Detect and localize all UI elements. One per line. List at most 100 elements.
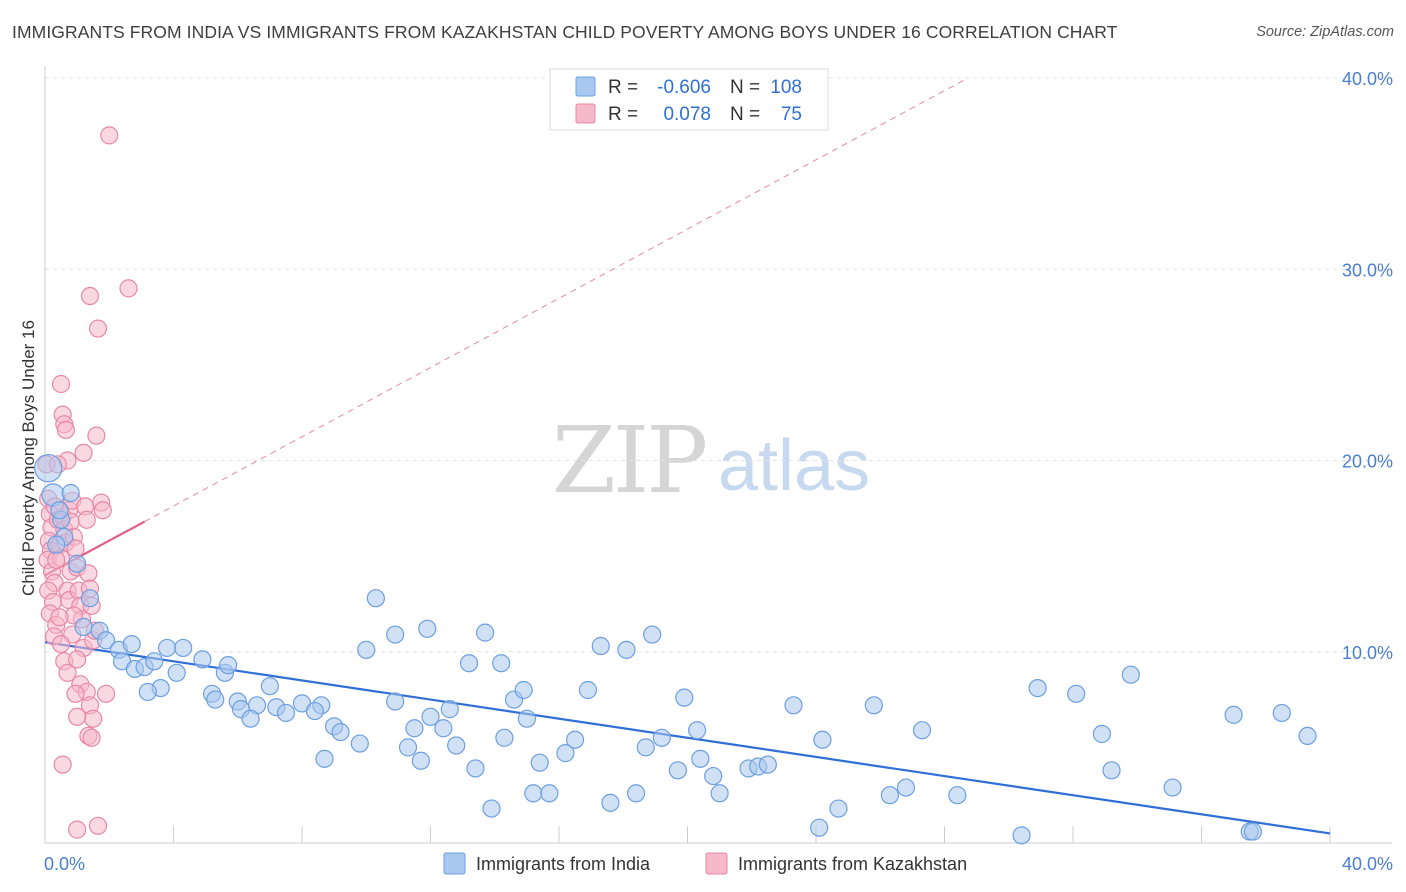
india-point-65 bbox=[540, 784, 559, 803]
india-point-68 bbox=[578, 680, 598, 700]
india-series-swatch bbox=[443, 852, 466, 875]
series-kazakhstan bbox=[37, 126, 138, 839]
india-point-95 bbox=[1028, 678, 1047, 698]
india-point-94 bbox=[1012, 826, 1031, 845]
india-point-46 bbox=[405, 719, 424, 738]
watermark-atlas: atlas bbox=[718, 426, 870, 506]
y-axis-title: Child Poverty Among Boys Under 16 bbox=[19, 320, 38, 596]
india-point-37 bbox=[305, 701, 324, 721]
india-point-6 bbox=[47, 535, 66, 554]
legend-n-value-kazakhstan: 75 bbox=[781, 104, 802, 125]
india-point-92 bbox=[912, 721, 932, 740]
india-point-73 bbox=[636, 738, 655, 757]
india-point-80 bbox=[710, 784, 729, 803]
legend-n-value-india: 108 bbox=[770, 77, 802, 98]
india-point-71 bbox=[617, 640, 636, 659]
gridlines bbox=[45, 77, 1392, 653]
kazakhstan-point-29 bbox=[56, 420, 75, 439]
india-point-0 bbox=[34, 453, 63, 483]
india-point-43 bbox=[366, 589, 385, 608]
india-point-54 bbox=[466, 759, 485, 778]
kazakhstan-series-swatch bbox=[705, 852, 728, 875]
kazakhstan-point-66 bbox=[68, 707, 87, 726]
chart-title: IMMIGRANTS FROM INDIA VS IMMIGRANTS FROM… bbox=[12, 22, 1118, 42]
kazakhstan-point-62 bbox=[80, 286, 100, 306]
india-point-100 bbox=[1163, 778, 1182, 797]
legend-r-value-india: -0.606 bbox=[657, 77, 711, 98]
kazakhstan-point-58 bbox=[93, 501, 112, 520]
india-point-98 bbox=[1102, 761, 1121, 780]
kazakhstan-point-59 bbox=[96, 684, 116, 703]
india-point-99 bbox=[1121, 665, 1140, 684]
kazakhstan-point-67 bbox=[53, 755, 72, 774]
india-point-42 bbox=[357, 640, 376, 659]
x-tick-labels: 0.0% 40.0% bbox=[44, 854, 1393, 874]
kazakhstan-point-60 bbox=[100, 126, 119, 145]
india-point-53 bbox=[418, 619, 437, 638]
india-point-76 bbox=[668, 761, 687, 780]
india-point-104 bbox=[1272, 703, 1291, 723]
kazakhstan-point-65 bbox=[66, 684, 85, 703]
kazakhstan-point-73 bbox=[50, 608, 69, 627]
india-point-89 bbox=[864, 696, 883, 715]
kazakhstan-point-72 bbox=[47, 550, 66, 570]
india-point-72 bbox=[626, 784, 646, 803]
correlation-legend: R = -0.606 N = 108 R = 0.078 N = 75 bbox=[549, 68, 829, 131]
india-point-50 bbox=[434, 719, 453, 738]
legend-r-value-kazakhstan: 0.078 bbox=[663, 104, 711, 125]
watermark: ZIP atlas bbox=[552, 407, 870, 514]
india-point-8 bbox=[80, 589, 100, 608]
kazakhstan-point-41 bbox=[68, 650, 87, 669]
india-point-84 bbox=[758, 755, 777, 774]
india-point-25 bbox=[219, 656, 238, 675]
india-point-52 bbox=[447, 736, 466, 755]
legend-n-label-kazakhstan: N = bbox=[730, 104, 760, 125]
india-point-63 bbox=[524, 784, 543, 803]
india-point-85 bbox=[784, 696, 803, 715]
kazakhstan-trend-extension bbox=[144, 77, 969, 523]
india-point-77 bbox=[675, 688, 694, 707]
india-point-86 bbox=[813, 730, 832, 749]
india-point-40 bbox=[350, 734, 369, 753]
india-point-7 bbox=[68, 554, 87, 573]
x-tick-label-min: 0.0% bbox=[44, 854, 85, 874]
kazakhstan-point-44 bbox=[77, 510, 96, 529]
india-point-74 bbox=[643, 625, 662, 644]
india-point-45 bbox=[398, 738, 418, 757]
india-point-49 bbox=[421, 707, 440, 726]
kazakhstan-point-68 bbox=[68, 820, 87, 839]
india-point-91 bbox=[896, 778, 916, 797]
india-point-101 bbox=[1224, 705, 1243, 724]
india-point-32 bbox=[260, 677, 279, 696]
india-point-69 bbox=[591, 636, 610, 656]
india-point-57 bbox=[492, 654, 511, 673]
india-point-61 bbox=[495, 728, 514, 747]
kazakhstan-point-26 bbox=[51, 374, 71, 394]
india-point-22 bbox=[167, 663, 186, 682]
india-point-39 bbox=[331, 722, 350, 742]
series-legend: Immigrants from India Immigrants from Ka… bbox=[443, 852, 967, 875]
india-series-label: Immigrants from India bbox=[476, 854, 651, 874]
india-point-64 bbox=[530, 753, 549, 772]
india-point-44 bbox=[386, 692, 405, 711]
india-point-21 bbox=[138, 682, 157, 702]
kazakhstan-series-label: Immigrants from Kazakhstan bbox=[738, 854, 967, 874]
india-point-78 bbox=[691, 749, 710, 768]
india-point-47 bbox=[386, 625, 405, 644]
india-point-97 bbox=[1092, 724, 1112, 744]
india-point-93 bbox=[948, 786, 967, 805]
y-tick-label-1: 20.0% bbox=[1342, 452, 1393, 472]
india-point-51 bbox=[440, 700, 459, 719]
india-point-23 bbox=[193, 650, 212, 669]
india-point-17 bbox=[145, 652, 164, 671]
y-tick-label-2: 30.0% bbox=[1342, 260, 1393, 280]
india-legend-swatch bbox=[575, 76, 596, 97]
india-point-60 bbox=[514, 680, 533, 700]
india-point-56 bbox=[459, 654, 479, 673]
legend-n-label-india: N = bbox=[730, 77, 760, 98]
india-point-79 bbox=[688, 721, 707, 740]
india-point-11 bbox=[96, 631, 116, 650]
india-point-75 bbox=[652, 728, 671, 747]
kazakhstan-point-61 bbox=[119, 279, 138, 298]
source-credit: Source: ZipAtlas.com bbox=[1256, 24, 1394, 40]
